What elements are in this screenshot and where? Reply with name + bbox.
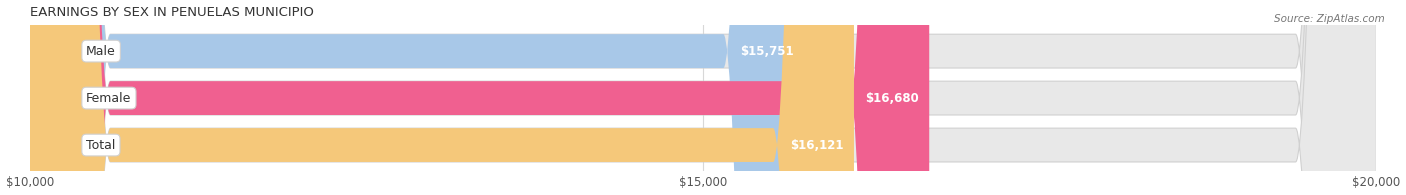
Text: $16,680: $16,680	[865, 92, 918, 105]
Text: EARNINGS BY SEX IN PENUELAS MUNICIPIO: EARNINGS BY SEX IN PENUELAS MUNICIPIO	[30, 5, 314, 19]
Text: Female: Female	[86, 92, 132, 105]
FancyBboxPatch shape	[30, 0, 804, 195]
FancyBboxPatch shape	[30, 0, 929, 195]
FancyBboxPatch shape	[30, 0, 1376, 195]
FancyBboxPatch shape	[30, 0, 1376, 195]
Text: Male: Male	[86, 45, 115, 58]
FancyBboxPatch shape	[30, 0, 1376, 195]
Text: Total: Total	[86, 139, 115, 152]
FancyBboxPatch shape	[30, 0, 853, 195]
Text: $16,121: $16,121	[790, 139, 844, 152]
Text: Source: ZipAtlas.com: Source: ZipAtlas.com	[1274, 14, 1385, 24]
Text: $15,751: $15,751	[740, 45, 793, 58]
